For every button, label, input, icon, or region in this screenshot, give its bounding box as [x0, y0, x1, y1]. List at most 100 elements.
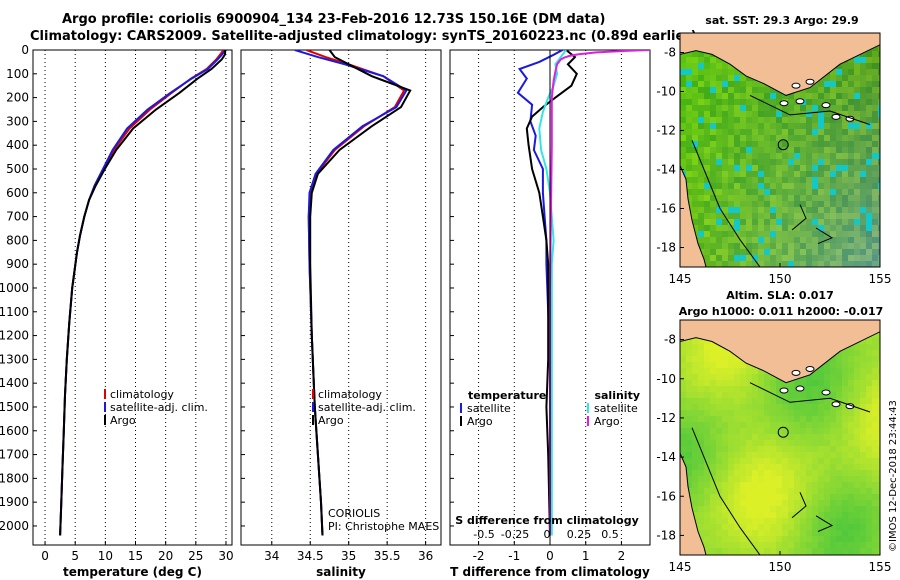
- map-sst-cell: [842, 129, 848, 135]
- map-sst-cell: [740, 225, 746, 231]
- map-sst-cell: [842, 135, 848, 141]
- map-sst-cell: [716, 129, 722, 135]
- map-sla-cell: [860, 524, 866, 530]
- map-sst-cell: [788, 201, 794, 207]
- map-sla-cell: [692, 512, 698, 518]
- map-sst-cell: [788, 105, 794, 111]
- map-sst-cell: [872, 51, 878, 57]
- map-sla-cell: [746, 446, 752, 452]
- map-sst-cell: [764, 243, 770, 249]
- map-sst-cell: [782, 177, 788, 183]
- map-sla-cell: [752, 542, 758, 548]
- map-sla-cell: [854, 422, 860, 428]
- map-sla-cell: [698, 452, 704, 458]
- map-sst-cell: [746, 135, 752, 141]
- map-sla-cell: [728, 392, 734, 398]
- map-sst-cell: [698, 135, 704, 141]
- map-sla-cell: [842, 380, 848, 386]
- map-sla-cell: [866, 374, 872, 380]
- map-sst-cell: [704, 63, 710, 69]
- map-sst-cell: [746, 171, 752, 177]
- map-sst-cell: [692, 81, 698, 87]
- map-sla-cell: [830, 368, 836, 374]
- map-sla-cell: [836, 494, 842, 500]
- map-sla-cell: [800, 380, 806, 386]
- map-sst-cell: [728, 219, 734, 225]
- map-sst-cell: [854, 219, 860, 225]
- map-sst-cell: [818, 99, 824, 105]
- map-sst-cell: [830, 93, 836, 99]
- map-sst-float-marker: [777, 139, 789, 151]
- map-sla-cell: [860, 422, 866, 428]
- map-sst-cell: [686, 135, 692, 141]
- map-sla-cell: [776, 452, 782, 458]
- map-sla-cell: [794, 422, 800, 428]
- map-sst-cell: [824, 117, 830, 123]
- map-sla-cell: [764, 410, 770, 416]
- map-sst-cell: [776, 165, 782, 171]
- map-sla-cell: [860, 542, 866, 548]
- map-sla-cell: [686, 470, 692, 476]
- map-sla-cell: [728, 548, 734, 554]
- map-sst-cell: [722, 111, 728, 117]
- diff-top-tick-label: 0.25: [567, 528, 592, 541]
- map-sla-cell: [842, 548, 848, 554]
- map-sla-cell: [782, 488, 788, 494]
- map-sst-y-tick-label: -16: [656, 202, 676, 216]
- salinity-legend-label: satellite-adj. clim.: [318, 401, 416, 414]
- map-sla-cell: [764, 488, 770, 494]
- map-sla-cell: [728, 434, 734, 440]
- map-sla-cell: [836, 500, 842, 506]
- map-sst-cell: [878, 183, 880, 189]
- map-sla-cell: [878, 332, 880, 338]
- map-sla-cell: [782, 500, 788, 506]
- map-sst-cell: [782, 117, 788, 123]
- map-sla-cell: [758, 452, 764, 458]
- map-sst-cell: [812, 123, 818, 129]
- map-sst-cell: [722, 93, 728, 99]
- map-sla-cell: [686, 404, 692, 410]
- map-sla-cell: [872, 458, 878, 464]
- map-sla-cell: [872, 362, 878, 368]
- salinity-series-argo: [309, 50, 412, 536]
- map-sst-cell: [872, 123, 878, 129]
- map-sst-cell: [830, 153, 836, 159]
- map-sst-cell: [806, 171, 812, 177]
- map-sla-cell: [878, 356, 880, 362]
- map-sla-cell: [800, 458, 806, 464]
- map-sla-cell: [722, 506, 728, 512]
- map-sst-cell: [830, 123, 836, 129]
- map-sla-cell: [704, 386, 710, 392]
- map-sla-cell: [788, 446, 794, 452]
- diff-top-tick-label: -0.25: [501, 528, 529, 541]
- map-sla-cell: [818, 416, 824, 422]
- map-sst-cell: [818, 261, 824, 267]
- map-sla-cell: [836, 416, 842, 422]
- map-sla-cell: [764, 536, 770, 542]
- map-sst-cell: [716, 105, 722, 111]
- map-sla-cell: [812, 482, 818, 488]
- map-sst-cell: [710, 153, 716, 159]
- map-sst-cell: [854, 201, 860, 207]
- map-sst-cell: [800, 231, 806, 237]
- map-sla-cell: [866, 512, 872, 518]
- map-sla-cell: [800, 530, 806, 536]
- diff-top-tick-label: 0: [544, 528, 551, 541]
- map-sst-cell: [860, 123, 866, 129]
- map-sla-cell: [860, 344, 866, 350]
- map-sst-cell: [818, 129, 824, 135]
- map-sla-cell: [866, 530, 872, 536]
- map-sst-cell: [770, 111, 776, 117]
- map-sla-cell: [722, 356, 728, 362]
- depth-tick-label: 2000: [0, 519, 29, 533]
- map-sst-cell: [818, 207, 824, 213]
- map-sla-cell: [818, 386, 824, 392]
- map-sla-cell: [878, 422, 880, 428]
- map-sla-cell: [878, 440, 880, 446]
- map-sla-reef-outline: [791, 492, 807, 519]
- map-sst-cell: [776, 117, 782, 123]
- map-sla-cell: [794, 464, 800, 470]
- map-sla-cell: [794, 404, 800, 410]
- map-sst-cell: [824, 147, 830, 153]
- map-sst-cell: [830, 249, 836, 255]
